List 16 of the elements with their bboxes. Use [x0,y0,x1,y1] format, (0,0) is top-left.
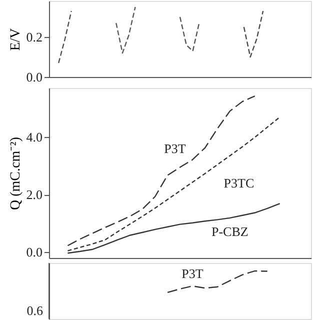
line-series [67,95,256,246]
y-tick-label: 0.2 [26,30,42,44]
series-label: P3T [182,266,204,281]
series-label: P3TC [224,176,254,191]
y-tick-label: 4.0 [26,129,42,144]
text: 0.6 [26,303,44,318]
line-series [179,16,200,52]
y-tick-label: 0.0 [26,244,42,260]
y-tick-label: 0.0 [26,70,42,84]
y-tick-label: 2.0 [26,187,42,202]
series-label: P-CBZ [211,224,248,239]
line-series [116,6,136,54]
series-label: P3T [164,141,186,156]
y-axis-title: E/V [8,28,24,51]
line-series [243,10,264,58]
y-axis-title: Q (mC.cm⁻²) [8,136,24,210]
